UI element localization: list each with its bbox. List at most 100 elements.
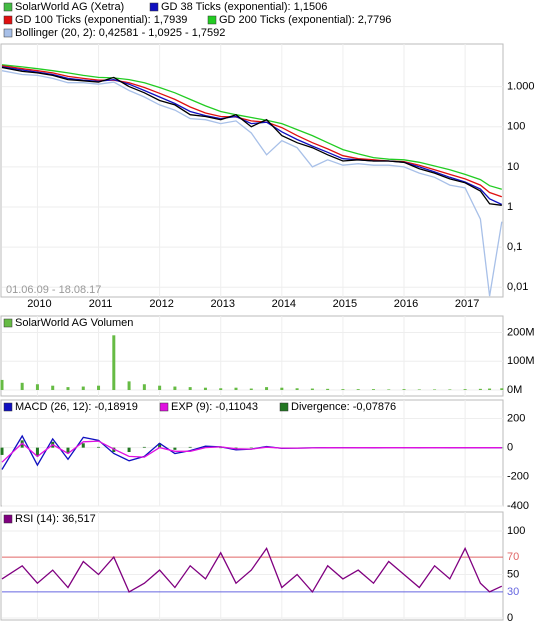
bar xyxy=(219,447,223,449)
y-tick-label: 1.000 xyxy=(507,81,535,93)
bar xyxy=(310,388,314,390)
bar xyxy=(341,389,345,390)
legend-label: SolarWorld AG (Xetra) xyxy=(15,1,124,13)
series-line xyxy=(1,440,502,463)
y-tick-label: 0M xyxy=(507,384,522,396)
bar xyxy=(35,384,39,390)
bar xyxy=(387,389,391,390)
bar xyxy=(51,385,55,390)
legend-swatch xyxy=(3,402,13,412)
bar xyxy=(173,386,177,390)
bar xyxy=(433,389,437,390)
bar xyxy=(203,387,207,390)
y-tick-label: 100 xyxy=(507,525,525,537)
y-tick-label: -400 xyxy=(507,500,529,512)
bar xyxy=(142,384,146,390)
legend-swatch xyxy=(279,402,289,412)
y-tick-label: 200M xyxy=(507,326,535,338)
legend-label: GD 38 Ticks (exponential): 1,1506 xyxy=(161,1,327,13)
panel-frame xyxy=(0,315,504,397)
bar xyxy=(0,447,4,455)
bar xyxy=(127,381,131,390)
bar xyxy=(158,385,162,390)
x-tick-label: 2010 xyxy=(27,298,51,310)
y-tick-label: 0,01 xyxy=(507,281,528,293)
x-tick-label: 2015 xyxy=(333,298,357,310)
bar xyxy=(97,446,101,448)
legend-swatch xyxy=(149,2,159,12)
bar xyxy=(20,382,24,390)
bar xyxy=(249,447,253,449)
bar xyxy=(0,379,4,390)
bar xyxy=(173,447,177,450)
bar xyxy=(295,388,299,390)
x-tick-label: 2012 xyxy=(149,298,173,310)
bar xyxy=(371,389,375,390)
bar xyxy=(249,388,253,390)
legend-swatch xyxy=(3,15,13,25)
series-line xyxy=(1,70,503,297)
y-tick-label: 0 xyxy=(507,612,513,624)
legend-label: Divergence: -0,07876 xyxy=(291,401,396,413)
y-tick-label: 0 xyxy=(507,442,513,454)
bar xyxy=(142,446,146,448)
x-tick-label: 2016 xyxy=(394,298,418,310)
series-line xyxy=(1,64,502,190)
bar xyxy=(81,386,85,390)
bar xyxy=(188,446,192,448)
series-line xyxy=(1,434,502,470)
bar xyxy=(234,387,238,390)
bar xyxy=(488,388,492,390)
x-tick-label: 2013 xyxy=(210,298,234,310)
legend-swatch xyxy=(3,2,13,12)
bar xyxy=(326,388,330,390)
panel-frame xyxy=(0,399,504,507)
bar xyxy=(417,389,421,390)
legend-label: SolarWorld AG Volumen xyxy=(15,317,133,329)
x-tick-label: 2011 xyxy=(89,298,113,310)
bar xyxy=(97,385,101,390)
bar xyxy=(112,335,116,390)
y-tick-label: 50 xyxy=(507,568,519,580)
legend-swatch xyxy=(3,514,13,524)
bar xyxy=(402,389,406,390)
legend-label: GD 200 Ticks (exponential): 2,7796 xyxy=(219,14,391,26)
legend-swatch xyxy=(3,318,13,328)
y-tick-label: 200 xyxy=(507,412,525,424)
panel-frame xyxy=(0,511,504,621)
bar xyxy=(356,389,360,390)
x-tick-label: 2014 xyxy=(272,298,296,310)
bar xyxy=(66,387,70,390)
series-line xyxy=(1,66,502,206)
legend-swatch xyxy=(207,15,217,25)
y-tick-label: 0,1 xyxy=(507,241,522,253)
y-tick-label: 100 xyxy=(507,121,525,133)
bar xyxy=(35,447,39,457)
bar xyxy=(158,443,162,448)
bar xyxy=(188,387,192,390)
bar xyxy=(280,387,284,390)
legend-swatch xyxy=(3,28,13,38)
panel-frame xyxy=(0,43,504,298)
y-tick-label: 100M xyxy=(507,355,535,367)
bar xyxy=(219,388,223,390)
legend-label: Bollinger (20, 2): 0,42581 - 1,0925 - 1,… xyxy=(15,27,225,39)
y-tick-label: 30 xyxy=(507,586,519,598)
bar xyxy=(81,443,85,448)
y-tick-label: -200 xyxy=(507,471,529,483)
legend-label: GD 100 Ticks (exponential): 1,7939 xyxy=(15,14,187,26)
bar xyxy=(112,447,116,453)
series-line xyxy=(1,546,503,594)
series-line xyxy=(1,66,503,206)
bar xyxy=(127,447,131,453)
y-tick-label: 1 xyxy=(507,201,513,213)
date-range: 01.06.09 - 18.08.17 xyxy=(6,284,101,296)
bar xyxy=(463,389,467,390)
bar xyxy=(448,389,452,390)
legend-label: RSI (14): 36,517 xyxy=(15,513,96,525)
series-line xyxy=(1,65,503,198)
bar xyxy=(66,447,70,454)
bar xyxy=(265,387,269,390)
legend-label: EXP (9): -0,11043 xyxy=(171,401,258,413)
